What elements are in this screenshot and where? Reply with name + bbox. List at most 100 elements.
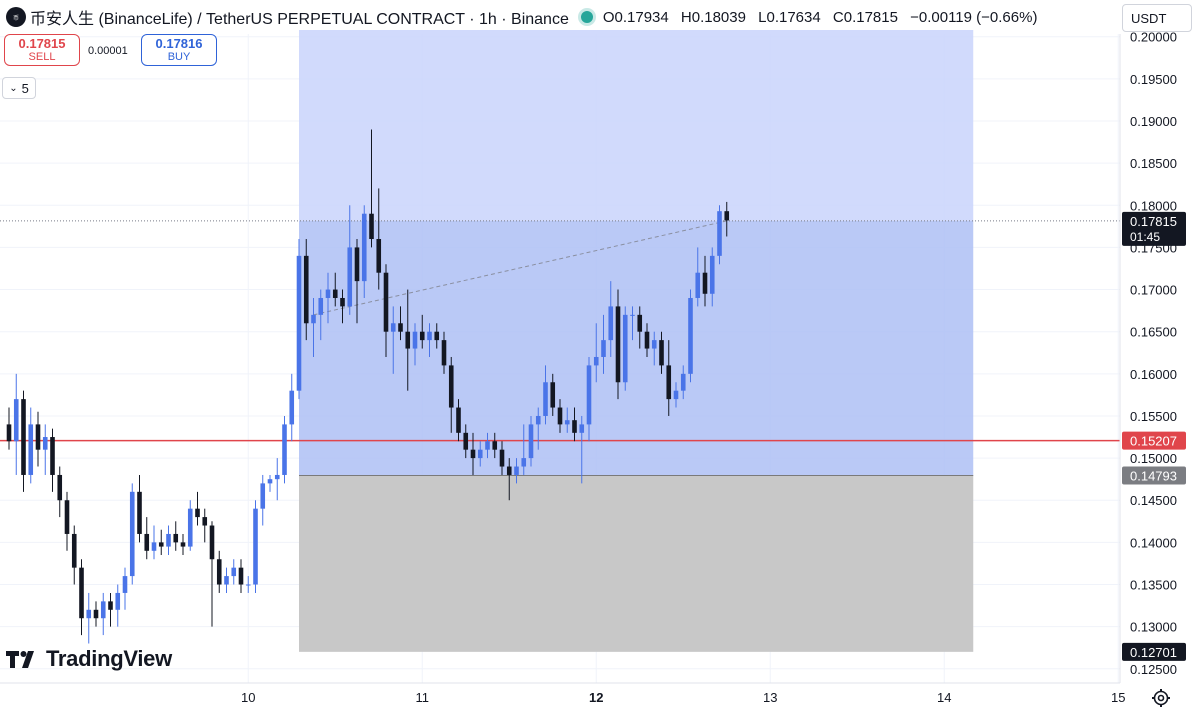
candle-body[interactable]	[463, 432, 469, 450]
candle-body[interactable]	[630, 314, 635, 316]
candle-body[interactable]	[593, 356, 599, 366]
candle-body[interactable]	[608, 306, 614, 341]
candle-body[interactable]	[492, 441, 498, 450]
profit-zone-filled[interactable]	[299, 220, 974, 476]
candle-body[interactable]	[651, 340, 657, 349]
candle-body[interactable]	[151, 542, 157, 551]
candle-body[interactable]	[144, 533, 150, 551]
candle-body[interactable]	[390, 323, 396, 332]
candle-body[interactable]	[231, 567, 237, 577]
candle-body[interactable]	[173, 533, 179, 543]
candle-body[interactable]	[209, 525, 215, 560]
candle-body[interactable]	[557, 407, 563, 425]
profit-zone-upper[interactable]	[299, 30, 974, 221]
candle-body[interactable]	[434, 331, 440, 341]
last-price-tag[interactable]: 0.17815	[1130, 214, 1177, 229]
candle-body[interactable]	[13, 399, 19, 442]
candle-body[interactable]	[586, 365, 592, 425]
candle-body[interactable]	[332, 289, 338, 298]
candle-body[interactable]	[702, 272, 708, 294]
candle-body[interactable]	[57, 474, 63, 501]
candle-body[interactable]	[398, 323, 403, 332]
candle-body[interactable]	[42, 437, 48, 450]
candle-body[interactable]	[499, 449, 505, 467]
stop-price-tag[interactable]: 0.12701	[1130, 645, 1177, 660]
candle-body[interactable]	[448, 365, 454, 408]
candle-body[interactable]	[100, 601, 106, 619]
candle-body[interactable]	[50, 437, 55, 475]
candle-body[interactable]	[158, 542, 164, 547]
candle-body[interactable]	[274, 474, 280, 480]
candle-body[interactable]	[514, 466, 519, 475]
candle-body[interactable]	[376, 238, 382, 273]
candle-body[interactable]	[412, 331, 418, 349]
candle-body[interactable]	[129, 491, 135, 577]
candle-body[interactable]	[267, 479, 273, 484]
candle-body[interactable]	[456, 407, 461, 433]
candle-body[interactable]	[282, 424, 287, 475]
candle-body[interactable]	[405, 331, 411, 349]
entry-price-tag[interactable]: 0.14793	[1130, 469, 1177, 484]
candle-body[interactable]	[485, 441, 490, 450]
candle-body[interactable]	[579, 424, 585, 433]
indicators-toggle-button[interactable]: ⌄ 5	[2, 77, 36, 99]
candle-body[interactable]	[572, 420, 577, 433]
candle-body[interactable]	[383, 272, 389, 332]
horizontal-line-tag[interactable]: 0.15207	[1130, 434, 1177, 449]
candle-body[interactable]	[550, 382, 556, 408]
candle-body[interactable]	[427, 331, 432, 341]
candle-body[interactable]	[71, 533, 77, 568]
candle-body[interactable]	[506, 466, 512, 475]
candle-body[interactable]	[253, 508, 258, 585]
candle-body[interactable]	[361, 213, 367, 282]
currency-select[interactable]: USDT	[1122, 4, 1192, 32]
candle-body[interactable]	[245, 584, 251, 586]
candle-body[interactable]	[528, 424, 534, 459]
candle-body[interactable]	[695, 272, 701, 298]
candle-body[interactable]	[224, 576, 229, 585]
candle-body[interactable]	[521, 458, 527, 467]
candle-body[interactable]	[238, 567, 244, 585]
buy-button[interactable]: 0.17816 BUY	[141, 34, 217, 66]
candle-body[interactable]	[260, 483, 266, 509]
candle-body[interactable]	[86, 609, 92, 619]
candle-body[interactable]	[28, 424, 34, 475]
candle-body[interactable]	[369, 213, 374, 239]
candle-body[interactable]	[340, 297, 345, 307]
candle-body[interactable]	[93, 609, 99, 619]
tradingview-watermark[interactable]: TradingView	[6, 646, 172, 672]
candle-body[interactable]	[477, 449, 483, 459]
candle-body[interactable]	[659, 340, 664, 366]
candle-body[interactable]	[717, 211, 722, 256]
candle-body[interactable]	[564, 420, 570, 425]
candle-body[interactable]	[64, 500, 70, 534]
candle-body[interactable]	[724, 211, 730, 221]
candle-body[interactable]	[318, 297, 324, 315]
candle-body[interactable]	[21, 399, 26, 475]
candle-body[interactable]	[187, 508, 193, 547]
candle-body[interactable]	[644, 331, 650, 349]
candle-body[interactable]	[216, 559, 222, 585]
candle-body[interactable]	[688, 297, 693, 374]
candle-body[interactable]	[303, 255, 309, 324]
candle-body[interactable]	[115, 592, 121, 610]
candle-body[interactable]	[202, 517, 208, 526]
candle-body[interactable]	[325, 289, 331, 298]
candle-body[interactable]	[622, 314, 628, 383]
candle-body[interactable]	[637, 314, 643, 332]
candle-body[interactable]	[296, 255, 302, 391]
stop-loss-zone[interactable]	[299, 475, 974, 652]
candle-body[interactable]	[419, 331, 425, 341]
gear-icon[interactable]	[1151, 688, 1171, 708]
candle-body[interactable]	[666, 365, 672, 400]
candle-body[interactable]	[709, 255, 715, 294]
candle-body[interactable]	[601, 340, 606, 357]
candle-body[interactable]	[441, 340, 447, 366]
candle-body[interactable]	[180, 542, 186, 547]
candle-body[interactable]	[166, 533, 171, 547]
candle-body[interactable]	[122, 576, 128, 593]
candle-body[interactable]	[680, 373, 686, 391]
symbol-title[interactable]: 币安人生 (BinanceLife) / TetherUS PERPETUAL …	[30, 11, 569, 28]
candle-body[interactable]	[108, 601, 113, 610]
